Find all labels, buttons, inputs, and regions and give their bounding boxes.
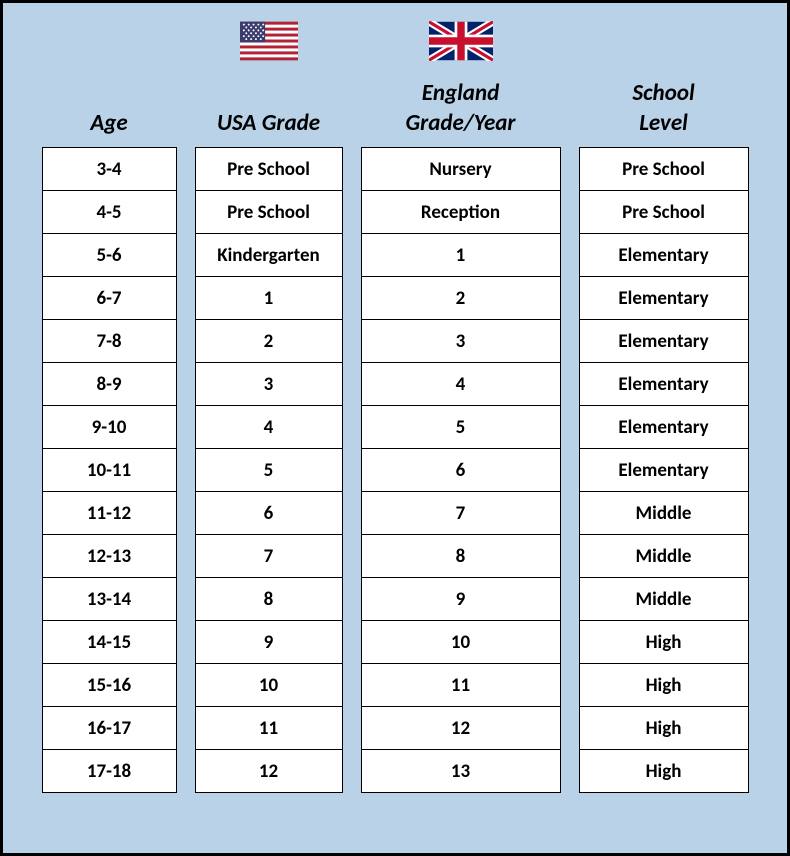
header-text: USA Grade: [217, 109, 320, 139]
table-cell: Elementary: [580, 320, 748, 363]
table-cell: 8-9: [43, 363, 176, 406]
table-cell: 3-4: [43, 148, 176, 191]
table-cell: 8: [362, 535, 560, 578]
cells-level: Pre School Pre School Elementary Element…: [579, 147, 749, 793]
table-cell: Pre School: [580, 148, 748, 191]
column-usa: USA Grade Pre School Pre School Kinderga…: [195, 15, 343, 831]
header-text: School: [632, 79, 694, 109]
table-cell: Elementary: [580, 234, 748, 277]
table-cell: Middle: [580, 492, 748, 535]
table-cell: 9: [196, 621, 342, 664]
table-cell: Elementary: [580, 277, 748, 320]
header-usa: USA Grade: [217, 71, 320, 147]
table-cell: 10: [362, 621, 560, 664]
table-cell: 1: [196, 277, 342, 320]
table-cell: 11: [196, 707, 342, 750]
table-cell: 2: [196, 320, 342, 363]
table-cell: 14-15: [43, 621, 176, 664]
table-cell: 4: [196, 406, 342, 449]
table-cell: Pre School: [196, 148, 342, 191]
table-cell: 11-12: [43, 492, 176, 535]
table-cell: 8: [196, 578, 342, 621]
table-cell: 6: [362, 449, 560, 492]
table-cell: 10-11: [43, 449, 176, 492]
table-cell: High: [580, 707, 748, 750]
header-level: School Level: [632, 71, 694, 147]
table-cell: 3: [196, 363, 342, 406]
table-cell: 7: [362, 492, 560, 535]
header-age: Age: [90, 71, 127, 147]
table-cell: 13-14: [43, 578, 176, 621]
table-cell: 6: [196, 492, 342, 535]
cells-england: Nursery Reception 1 2 3 4 5 6 7 8 9 10 1…: [361, 147, 561, 793]
cells-age: 3-4 4-5 5-6 6-7 7-8 8-9 9-10 10-11 11-12…: [42, 147, 177, 793]
table-cell: Nursery: [362, 148, 560, 191]
table-cell: 3: [362, 320, 560, 363]
header-text: England: [422, 79, 499, 109]
table-cell: 16-17: [43, 707, 176, 750]
grade-comparison-table: Age 3-4 4-5 5-6 6-7 7-8 8-9 9-10 10-11 1…: [0, 0, 790, 856]
cells-usa: Pre School Pre School Kindergarten 1 2 3…: [195, 147, 343, 793]
uk-flag-icon: [429, 15, 493, 67]
table-cell: Pre School: [580, 191, 748, 234]
table-cell: 2: [362, 277, 560, 320]
column-age: Age 3-4 4-5 5-6 6-7 7-8 8-9 9-10 10-11 1…: [42, 15, 177, 831]
table-cell: High: [580, 664, 748, 707]
table-cell: 5-6: [43, 234, 176, 277]
header-text: Level: [639, 109, 688, 139]
table-cell: Pre School: [196, 191, 342, 234]
table-cell: Reception: [362, 191, 560, 234]
table-cell: 17-18: [43, 750, 176, 793]
table-cell: 15-16: [43, 664, 176, 707]
table-cell: 12: [362, 707, 560, 750]
table-cell: 13: [362, 750, 560, 793]
table-cell: 9-10: [43, 406, 176, 449]
usa-flag-icon: [240, 15, 298, 67]
table-cell: 12-13: [43, 535, 176, 578]
table-cell: 4: [362, 363, 560, 406]
header-england: England Grade/Year: [405, 71, 515, 147]
table-cell: 7-8: [43, 320, 176, 363]
table-cell: 7: [196, 535, 342, 578]
table-cell: 5: [196, 449, 342, 492]
header-text: Age: [90, 109, 127, 139]
table-cell: 1: [362, 234, 560, 277]
table-cell: Middle: [580, 535, 748, 578]
table-cell: 6-7: [43, 277, 176, 320]
table-cell: 10: [196, 664, 342, 707]
table-cell: 9: [362, 578, 560, 621]
column-england: England Grade/Year Nursery Reception 1 2…: [361, 15, 561, 831]
table-cell: 12: [196, 750, 342, 793]
table-cell: Elementary: [580, 406, 748, 449]
header-text: Grade/Year: [405, 109, 515, 139]
table-cell: High: [580, 750, 748, 793]
table-cell: Middle: [580, 578, 748, 621]
table-cell: High: [580, 621, 748, 664]
table-cell: Elementary: [580, 363, 748, 406]
column-level: School Level Pre School Pre School Eleme…: [579, 15, 749, 831]
table-cell: Kindergarten: [196, 234, 342, 277]
table-cell: 11: [362, 664, 560, 707]
table-cell: 4-5: [43, 191, 176, 234]
table-cell: Elementary: [580, 449, 748, 492]
table-cell: 5: [362, 406, 560, 449]
